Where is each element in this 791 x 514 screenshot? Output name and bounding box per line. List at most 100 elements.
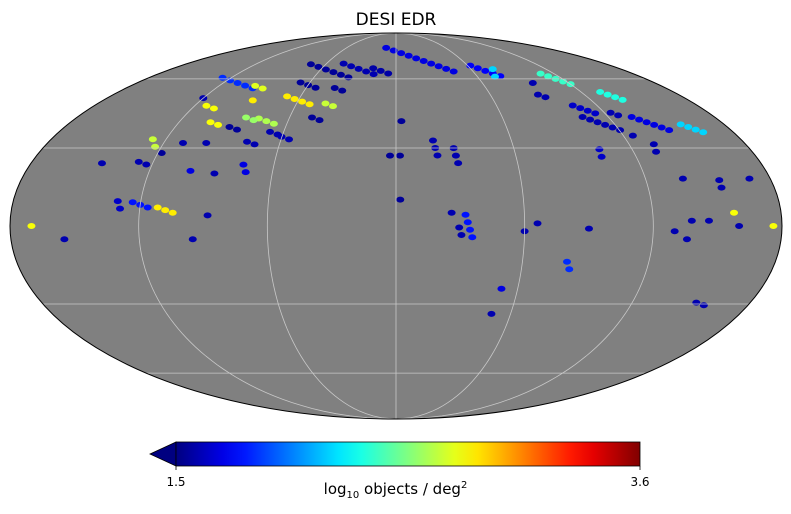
survey-field-tile [769, 223, 778, 229]
survey-field-30 [97, 160, 106, 167]
survey-field-tile [396, 196, 405, 203]
survey-field-tile [692, 299, 701, 306]
survey-field-tile [559, 78, 568, 85]
survey-field-tile [745, 175, 754, 182]
survey-field-tile [657, 124, 666, 131]
survey-field-tile [487, 310, 496, 317]
survey-field-tile [232, 126, 241, 133]
survey-field-29 [239, 161, 250, 176]
survey-field-14 [254, 115, 278, 127]
survey-field-tile [533, 220, 542, 227]
survey-field-42 [428, 137, 442, 159]
survey-field-23 [202, 140, 211, 147]
survey-field-74 [682, 236, 691, 243]
survey-field-tile [665, 127, 674, 134]
survey-field-tile [336, 71, 345, 78]
survey-field-tile [404, 52, 413, 59]
survey-field-tile [179, 140, 188, 147]
survey-field-tile [397, 118, 406, 125]
survey-field-52 [488, 66, 499, 80]
survey-field-tile [153, 204, 162, 211]
survey-field-45 [461, 211, 477, 241]
survey-field-tile [97, 160, 106, 167]
survey-field-tile [330, 85, 339, 92]
survey-field-tile [209, 105, 218, 112]
survey-field-tile [433, 152, 442, 159]
survey-field-tile [717, 184, 726, 191]
survey-field-tile [258, 85, 267, 92]
survey-field-tile [308, 114, 317, 121]
survey-field-tile [239, 161, 248, 168]
survey-field-tile [611, 94, 620, 101]
survey-field-tile [243, 138, 252, 145]
survey-field-tile [290, 96, 299, 103]
survey-field-tile [454, 160, 463, 167]
survey-field-tile [250, 141, 259, 148]
survey-field-tile [157, 150, 166, 157]
colorbar-label-sub: 10 [346, 490, 360, 501]
survey-field-66 [715, 177, 726, 191]
survey-field-tile [347, 63, 356, 70]
survey-field-tile [143, 204, 152, 211]
survey-field-tile [269, 120, 278, 127]
survey-field-tile [490, 73, 499, 80]
survey-field-tile [354, 65, 363, 72]
survey-field-tile [142, 161, 151, 168]
survey-field-tile [376, 67, 385, 74]
survey-field-tile [591, 110, 600, 117]
survey-field-1 [339, 60, 378, 78]
survey-field-17 [225, 124, 241, 133]
survey-field-tile [628, 132, 637, 139]
graticule-meridian-120 [395, 33, 654, 419]
survey-field-tile [584, 225, 593, 232]
survey-field-tile [735, 223, 744, 229]
survey-field-58 [578, 113, 625, 134]
survey-field-tile [684, 124, 693, 131]
survey-field-64 [649, 141, 661, 155]
survey-field-tile [161, 207, 170, 214]
colorbar-extend-arrow [149, 441, 177, 467]
graticule-meridian-minus60 [266, 33, 397, 419]
survey-field-70 [687, 217, 696, 224]
survey-field-tile [202, 102, 211, 109]
survey-field-3 [382, 44, 458, 75]
survey-field-tile [603, 91, 612, 98]
survey-field-13 [321, 100, 337, 110]
survey-field-tile [60, 236, 69, 243]
survey-field-tile [306, 61, 315, 68]
survey-field-15 [242, 114, 258, 124]
survey-field-tile [576, 105, 585, 112]
survey-field-tile [344, 74, 353, 81]
survey-field-tile [186, 167, 195, 174]
survey-field-61 [606, 109, 623, 119]
survey-field-57 [596, 88, 627, 103]
survey-field-tile [241, 169, 250, 176]
survey-field-tile [608, 124, 617, 131]
survey-field-tile [627, 113, 636, 120]
colorbar-gradient [175, 441, 641, 467]
survey-field-tile [214, 121, 223, 128]
survey-field-41 [396, 196, 405, 203]
survey-field-67 [745, 175, 754, 182]
survey-field-tile [285, 136, 294, 143]
survey-field-tile [362, 68, 371, 75]
survey-field-tile [618, 96, 627, 103]
survey-field-21 [308, 114, 324, 124]
survey-field-26 [134, 158, 151, 168]
survey-field-tile [635, 116, 644, 123]
survey-field-tile [314, 63, 323, 70]
survey-field-tile [203, 212, 212, 219]
graticule-meridian-minus120 [138, 33, 397, 419]
survey-field-tile [678, 175, 687, 182]
survey-field-tile [384, 70, 393, 77]
survey-field-tile [395, 152, 404, 159]
survey-field-68 [730, 209, 739, 216]
survey-field-71 [704, 217, 713, 224]
survey-field-tile [218, 74, 227, 81]
survey-field-tile [596, 88, 605, 95]
survey-field-tile [128, 199, 137, 206]
survey-field-tile [428, 137, 437, 144]
survey-field-tile [447, 209, 456, 216]
survey-field-35 [188, 236, 197, 243]
survey-field-6 [251, 82, 267, 92]
